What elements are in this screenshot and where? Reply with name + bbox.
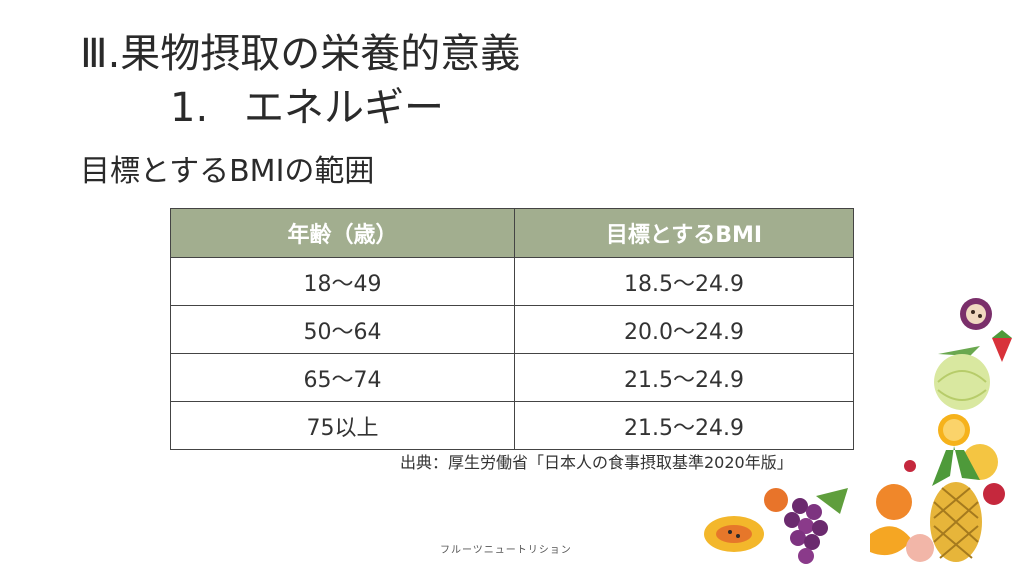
strawberry-icon bbox=[992, 330, 1012, 362]
raspberry-icon bbox=[983, 483, 1005, 505]
table-row: 75以上 21.5～24.9 bbox=[170, 401, 854, 450]
mango-icon bbox=[870, 526, 912, 556]
leaf-icon bbox=[938, 346, 980, 356]
fruit-illustration bbox=[704, 298, 1012, 564]
header-age: 年齢（歳） bbox=[170, 208, 515, 258]
source-citation: 出典：厚生労働省「日本人の食事摂取基準2020年版」 bbox=[400, 453, 793, 472]
orange-icon bbox=[938, 414, 970, 446]
pineapple-icon bbox=[930, 446, 982, 562]
age-cell: 65～74 bbox=[170, 353, 515, 402]
age-cell: 50～64 bbox=[170, 305, 515, 354]
passion-fruit-icon bbox=[960, 298, 992, 330]
age-cell: 18～49 bbox=[170, 257, 515, 306]
bmi-cell: 21.5～24.9 bbox=[514, 401, 854, 450]
melon-icon bbox=[934, 354, 990, 410]
bmi-cell: 20.0～24.9 bbox=[514, 305, 854, 354]
table-row: 65～74 21.5～24.9 bbox=[170, 353, 854, 402]
slide-subtitle: 1. エネルギー bbox=[170, 84, 444, 132]
bmi-table: 年齢（歳） 目標とするBMI 18～49 18.5～24.9 50～64 20.… bbox=[170, 208, 854, 450]
cherry-icon bbox=[904, 460, 916, 472]
subtitle-text: エネルギー bbox=[244, 85, 444, 131]
age-cell: 75以上 bbox=[170, 401, 515, 450]
table-row: 50～64 20.0～24.9 bbox=[170, 305, 854, 354]
bmi-cell: 21.5～24.9 bbox=[514, 353, 854, 402]
section-heading: 目標とするBMIの範囲 bbox=[80, 154, 375, 189]
papaya-icon bbox=[704, 516, 764, 552]
peach-icon bbox=[906, 534, 934, 562]
footer-brand: フルーツニュートリション bbox=[440, 545, 572, 556]
slide-title: Ⅲ.果物摂取の栄養的意義 bbox=[80, 31, 521, 77]
tangerine-icon bbox=[876, 484, 912, 520]
grapes-icon bbox=[784, 498, 828, 564]
header-bmi: 目標とするBMI bbox=[514, 208, 854, 258]
grape-leaf-icon bbox=[816, 488, 848, 514]
table-header-row: 年齢（歳） 目標とするBMI bbox=[170, 208, 854, 258]
subtitle-number: 1. bbox=[170, 85, 209, 131]
persimmon-icon bbox=[764, 488, 788, 512]
